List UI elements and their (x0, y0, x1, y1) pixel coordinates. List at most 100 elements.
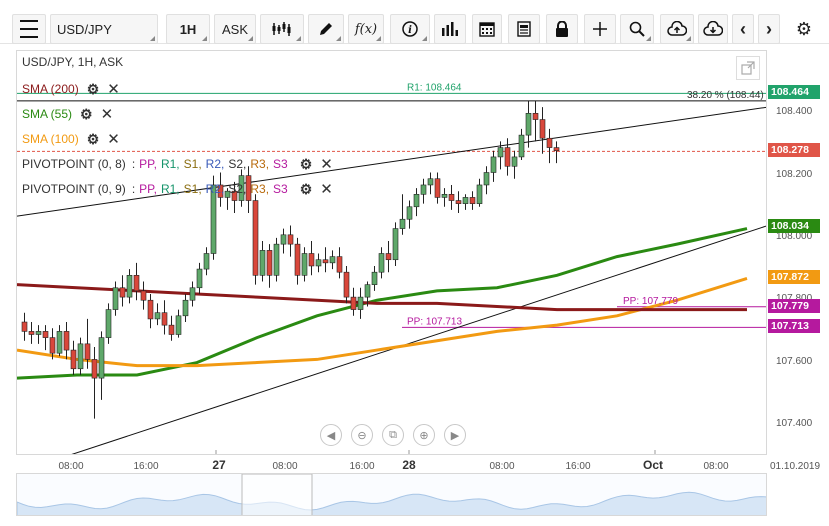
close-icon[interactable]: ✕ (320, 181, 333, 198)
pan-left-button[interactable]: ◀ (320, 424, 342, 446)
volume-button[interactable] (434, 14, 466, 44)
price-chart[interactable]: R1: 108.464 38.20 % (108.44) PP: 107.779 PP… (17, 51, 767, 455)
candle-body (504, 147, 511, 167)
symbol-selector[interactable]: USD/JPY (50, 14, 158, 44)
dropdown-corner-icon (422, 36, 427, 41)
pivot-separator: : (131, 182, 136, 196)
calendar-button[interactable] (472, 14, 502, 44)
chevron-right-icon: ▶ (450, 429, 460, 442)
candle-body (287, 234, 294, 245)
x-axis-tick: 16:00 (349, 461, 375, 472)
candle-body (112, 287, 119, 310)
y-axis-tick: 108.200 (776, 168, 813, 180)
pivot-component: S2, (228, 157, 247, 171)
candle-body (525, 113, 532, 136)
chart-area[interactable]: R1: 108.464 38.20 % (108.44) PP: 107.779 PP… (16, 50, 767, 455)
symbol-label: USD/JPY (57, 21, 112, 37)
pivot-component: S1, (183, 182, 202, 196)
zoom-icon (629, 21, 645, 37)
indicator-sma-55[interactable]: SMA (55) ⚙ ✕ (22, 105, 114, 124)
crosshair-button[interactable] (584, 14, 616, 44)
gear-icon[interactable]: ⚙ (299, 180, 313, 197)
trendline-lower (71, 225, 766, 454)
price-type-selector[interactable]: ASK (214, 14, 256, 44)
candle-body (63, 331, 70, 351)
overview-navigator[interactable] (16, 473, 767, 516)
pivot-components: PP, R1, S1, R2, S2, R3, S3 (139, 182, 292, 196)
candle-body (168, 324, 175, 335)
chart-annotation: PP: 107.713 (407, 316, 462, 327)
x-axis-tick: 08:00 (58, 461, 84, 472)
candle-body (161, 312, 168, 326)
candle-body (497, 147, 504, 158)
zoom-button[interactable] (620, 14, 654, 44)
menu-button[interactable] (12, 14, 46, 44)
candle-body (182, 299, 189, 317)
timeframe-selector[interactable]: 1H (166, 14, 210, 44)
info-button[interactable]: i (390, 14, 430, 44)
popout-button[interactable] (736, 56, 760, 80)
dropdown-corner-icon (248, 36, 253, 41)
download-button[interactable] (698, 14, 728, 44)
close-icon[interactable]: ✕ (107, 131, 120, 148)
indicator-sma-100[interactable]: SMA (100) ⚙ ✕ (22, 130, 120, 149)
pivot-component: R2, (205, 182, 225, 196)
dropdown-corner-icon (202, 36, 207, 41)
candle-body (315, 259, 322, 267)
chart-annotation: R1: 108.464 (407, 82, 462, 93)
gear-icon[interactable]: ⚙ (80, 105, 93, 122)
x-axis-tick: 08:00 (272, 461, 298, 472)
close-icon[interactable]: ✕ (100, 106, 114, 123)
indicator-pivot-9[interactable]: PIVOTPOINT (0, 9) : PP, R1, S1, R2, S2, R3, S3… (22, 180, 333, 199)
pivot-component: S3 (273, 182, 288, 196)
settings-button[interactable]: ⚙ (790, 14, 818, 44)
candle-body (350, 296, 357, 310)
candle-body (518, 134, 525, 158)
draw-button[interactable] (308, 14, 344, 44)
close-icon[interactable]: ✕ (107, 81, 120, 98)
indicator-label: PIVOTPOINT (0, 8) (22, 157, 126, 171)
bar-chart-icon (442, 22, 458, 36)
candle-body (364, 284, 371, 298)
candle-body (280, 234, 287, 245)
indicators-button[interactable]: f(x) (348, 14, 384, 44)
back-button[interactable]: ‹ (732, 14, 754, 44)
upload-button[interactable] (660, 14, 694, 44)
candle-body (217, 184, 224, 198)
gear-icon[interactable]: ⚙ (299, 155, 313, 172)
candle-body (322, 259, 329, 264)
gear-icon[interactable]: ⚙ (86, 130, 100, 147)
chevron-left-icon: ‹ (740, 18, 746, 39)
pivot-component: R1, (160, 182, 180, 196)
candle-body (77, 343, 84, 370)
price-type-label: ASK (221, 21, 248, 37)
zoom-in-button[interactable]: ⊕ (413, 424, 435, 446)
candle-body (224, 190, 231, 198)
candle-body (126, 275, 133, 298)
candle-body (343, 271, 350, 298)
pivot-component: R3, (250, 182, 270, 196)
pivot-component: R3, (250, 157, 270, 171)
close-icon[interactable]: ✕ (320, 156, 333, 173)
forward-button[interactable]: › (758, 14, 780, 44)
indicator-pivot-8[interactable]: PIVOTPOINT (0, 8) : PP, R1, S1, R2, S2, R3, S3… (22, 155, 333, 174)
pan-right-button[interactable]: ▶ (444, 424, 466, 446)
candle-body (133, 275, 140, 292)
candle-body (399, 218, 406, 229)
dropdown-corner-icon (336, 36, 341, 41)
gear-icon[interactable]: ⚙ (86, 80, 100, 97)
reset-button[interactable]: ⧉ (382, 424, 404, 446)
menu-icon-bar (20, 36, 38, 38)
zoom-out-icon: ⊖ (357, 429, 367, 442)
sma55-line (17, 227, 748, 380)
indicator-sma-200[interactable]: SMA (200) ⚙ ✕ (22, 80, 120, 99)
overview-window-handle[interactable] (241, 474, 313, 516)
popout-icon (741, 61, 755, 75)
candle-body (189, 287, 196, 301)
chart-type-button[interactable] (260, 14, 304, 44)
zoom-out-button[interactable]: ⊖ (351, 424, 373, 446)
lock-button[interactable] (546, 14, 578, 44)
news-button[interactable] (508, 14, 540, 44)
candle-body (357, 296, 364, 310)
candle-body (392, 228, 399, 261)
